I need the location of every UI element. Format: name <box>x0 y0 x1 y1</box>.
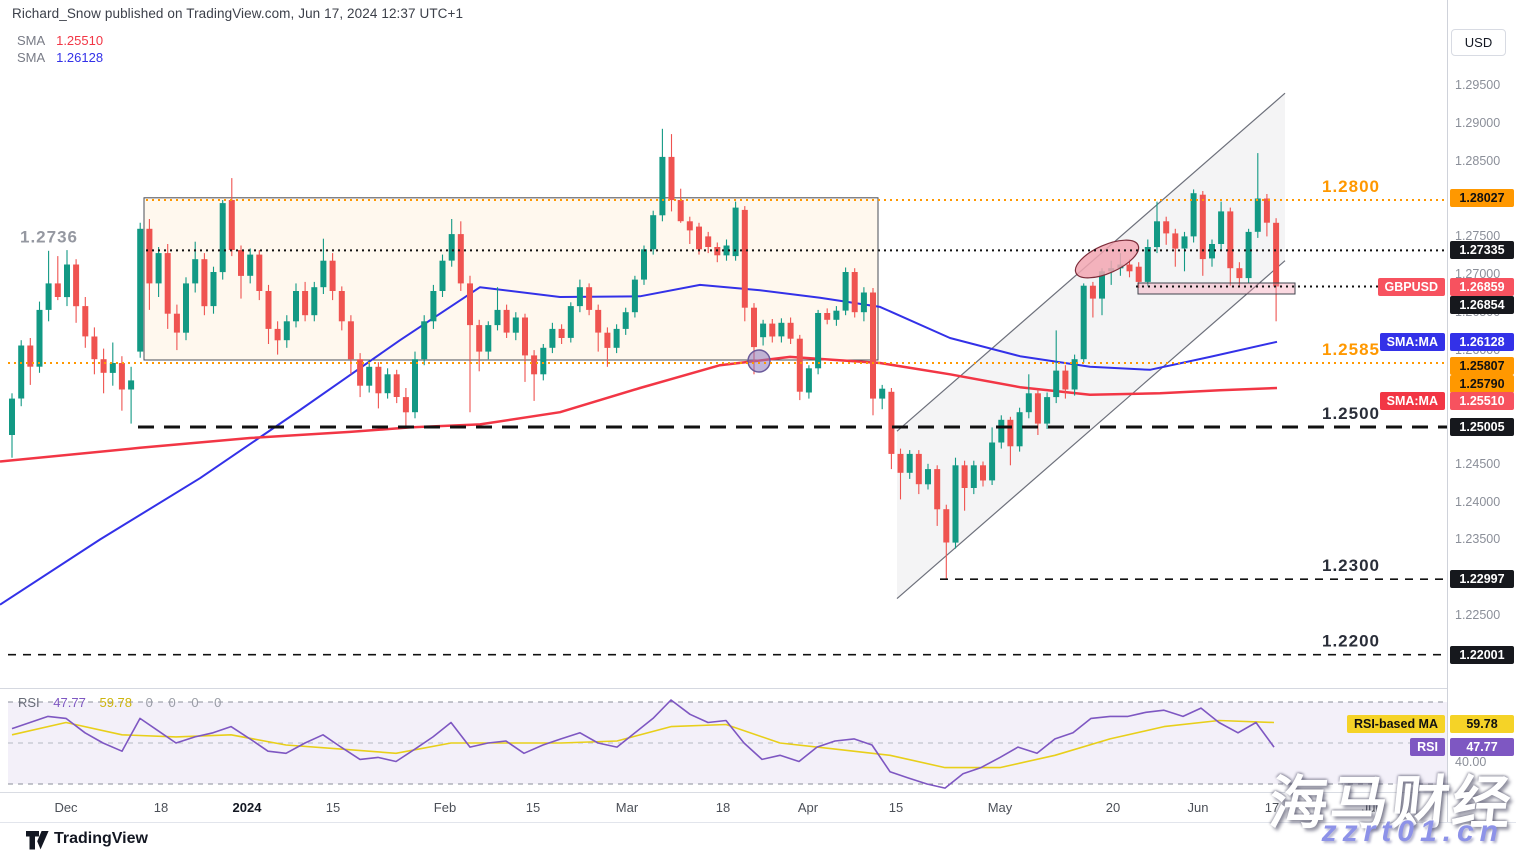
axis-badge-1.26854: 1.26854 <box>1450 296 1514 314</box>
support-zone-rect[interactable] <box>1137 282 1296 295</box>
highlight-ellipse[interactable] <box>1070 232 1144 285</box>
line-tag-SMA:MA: SMA:MA <box>1379 333 1445 351</box>
time-label-May: May <box>987 800 1013 815</box>
time-label-Dec: Dec <box>54 800 78 815</box>
time-label-2024: 2024 <box>232 800 262 815</box>
axis-badge-1.27335: 1.27335 <box>1450 241 1514 259</box>
time-label-Feb: Feb <box>433 800 457 815</box>
time-label-Jun: Jun <box>1187 800 1209 815</box>
axis-tick-1.24000: 1.24000 <box>1455 495 1501 509</box>
consolidation-box <box>143 197 879 361</box>
footer-bar: TradingView <box>0 822 1516 857</box>
sma-red-legend[interactable]: SMA 1.25510 <box>17 33 103 48</box>
tradingview-brand-link[interactable]: TradingView <box>54 830 148 847</box>
sma-label: SMA <box>17 50 45 65</box>
axis-badge-1.26128: 1.26128 <box>1450 333 1514 351</box>
rsi-extra-values: 0 0 0 0 <box>145 695 228 710</box>
line-tag-RSI-based MA: RSI-based MA <box>1346 715 1445 733</box>
sma-blue-line[interactable] <box>0 283 1278 606</box>
axis-tick-1.22500: 1.22500 <box>1455 608 1501 622</box>
level-label-1.2300: 1.2300 <box>1322 556 1380 575</box>
axis-tick-1.29500: 1.29500 <box>1455 78 1501 92</box>
axis-badge-59.78: 59.78 <box>1450 715 1514 733</box>
rsi-band <box>8 702 1447 784</box>
axis-tick-1.23500: 1.23500 <box>1455 532 1501 546</box>
chart-plot-area[interactable]: 1.2800 1.2736 1.2585 1.2500 1.2300 1.2200 <box>0 0 1516 792</box>
line-tag-GBPUSD: GBPUSD <box>1377 278 1445 296</box>
axis-badge-1.22001: 1.22001 <box>1450 646 1514 664</box>
time-axis-scale[interactable]: Dec 18 2024 15 Feb 15 Mar 18 Apr 15 May 20 Jun 17 Jul <box>0 792 1447 823</box>
time-label-20: 20 <box>1105 800 1121 815</box>
rsi-legend[interactable]: RSI 47.77 59.78 0 0 0 0 <box>18 695 237 710</box>
line-tag-RSI: RSI <box>1410 738 1445 756</box>
axis-badge-1.26859: 1.26859 <box>1450 278 1514 296</box>
axis-tick-40.00: 40.00 <box>1455 755 1487 769</box>
axis-badge-1.25510: 1.25510 <box>1450 392 1514 410</box>
time-label-18: 18 <box>715 800 731 815</box>
level-label-1.2585: 1.2585 <box>1322 340 1380 359</box>
time-label-Apr: Apr <box>797 800 819 815</box>
currency-toggle-button[interactable]: USD <box>1451 29 1506 56</box>
axis-badge-1.25005: 1.25005 <box>1450 418 1514 436</box>
level-label-1.2200: 1.2200 <box>1322 632 1380 651</box>
time-label-18: 18 <box>153 800 169 815</box>
publish-header: Richard_Snow published on TradingView.co… <box>12 6 464 21</box>
sma-blue-value: 1.26128 <box>56 50 104 65</box>
time-label-15: 15 <box>525 800 541 815</box>
axis-tick-1.28500: 1.28500 <box>1455 154 1501 168</box>
level-label-1.2800: 1.2800 <box>1322 177 1380 196</box>
axis-badge-1.25790: 1.25790 <box>1450 375 1514 393</box>
line-tag-SMA:MA: SMA:MA <box>1379 392 1445 410</box>
price-chart-svg[interactable]: 1.2800 1.2736 1.2585 1.2500 1.2300 1.2200 <box>0 0 1447 792</box>
axis-tick-1.29000: 1.29000 <box>1455 116 1501 130</box>
rsi-label: RSI <box>18 695 40 710</box>
axis-tick-1.27500: 1.27500 <box>1455 229 1501 243</box>
axis-badge-47.77: 47.77 <box>1450 738 1514 756</box>
sma-label: SMA <box>17 33 45 48</box>
price-axis-scale[interactable]: 1.295001.290001.285001.275001.270001.265… <box>1447 0 1516 822</box>
time-label-Jul: Jul <box>1361 800 1379 815</box>
rsi-line[interactable] <box>11 699 1275 789</box>
axis-badge-1.25807: 1.25807 <box>1450 357 1514 375</box>
sma-red-value: 1.25510 <box>56 33 104 48</box>
level-label-1.2500: 1.2500 <box>1322 404 1380 423</box>
level-label-1.2736: 1.2736 <box>20 227 78 246</box>
axis-badge-1.28027: 1.28027 <box>1450 189 1514 207</box>
rsi-ma-value: 59.78 <box>99 695 133 710</box>
time-label-17: 17 <box>1264 800 1280 815</box>
rsi-value: 47.77 <box>53 695 86 710</box>
time-label-15: 15 <box>888 800 904 815</box>
axis-tick-1.27000: 1.27000 <box>1455 267 1501 281</box>
sma-blue-legend[interactable]: SMA 1.26128 <box>17 50 103 65</box>
retest-circle-marker[interactable] <box>747 349 771 373</box>
rsi-ma-line[interactable] <box>11 719 1275 769</box>
candlestick-series[interactable] <box>9 128 1280 579</box>
axis-badge-1.22997: 1.22997 <box>1450 570 1514 588</box>
axis-tick-1.24500: 1.24500 <box>1455 457 1501 471</box>
time-label-15: 15 <box>325 800 341 815</box>
trend-channel-lower-line[interactable] <box>896 260 1286 600</box>
tradingview-logo-icon[interactable] <box>26 831 49 855</box>
time-label-Mar: Mar <box>615 800 639 815</box>
sma-red-line[interactable] <box>0 355 1278 463</box>
